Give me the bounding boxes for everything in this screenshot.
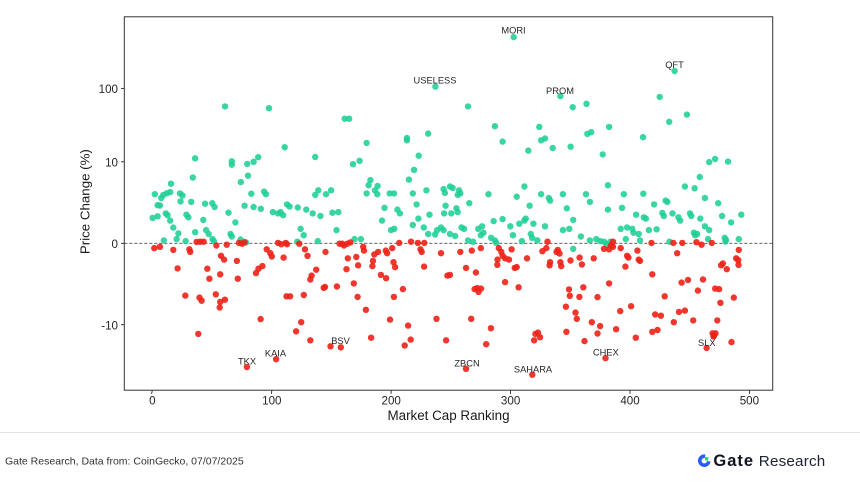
svg-text:Gate Research, Data from: Coin: Gate Research, Data from: CoinGecko, 07/… xyxy=(5,456,244,468)
svg-text:Research: Research xyxy=(759,453,826,470)
svg-text:Gate: Gate xyxy=(713,452,754,470)
svg-text:SLX: SLX xyxy=(698,338,716,348)
svg-text:100: 100 xyxy=(262,395,281,408)
svg-text:KAIA: KAIA xyxy=(265,349,287,359)
svg-text:QFT: QFT xyxy=(665,60,684,70)
svg-text:TKX: TKX xyxy=(238,357,256,367)
svg-text:10: 10 xyxy=(105,156,118,169)
svg-text:MORI: MORI xyxy=(501,26,525,36)
svg-text:Price Change (%): Price Change (%) xyxy=(77,149,92,254)
svg-text:PROM: PROM xyxy=(546,86,574,96)
svg-text:Market Cap Ranking: Market Cap Ranking xyxy=(387,408,509,423)
svg-text:CHEX: CHEX xyxy=(593,347,619,357)
svg-text:USELESS: USELESS xyxy=(414,76,457,86)
svg-text:BSV: BSV xyxy=(331,336,350,346)
svg-text:500: 500 xyxy=(740,395,759,408)
svg-text:400: 400 xyxy=(620,395,639,408)
svg-text:0: 0 xyxy=(112,238,118,251)
svg-text:300: 300 xyxy=(501,395,520,408)
svg-text:0: 0 xyxy=(149,395,155,408)
svg-text:ZBCN: ZBCN xyxy=(454,359,479,369)
svg-text:SAHARA: SAHARA xyxy=(514,365,553,375)
svg-text:200: 200 xyxy=(382,395,401,408)
svg-text:-10: -10 xyxy=(101,319,118,332)
svg-text:100: 100 xyxy=(99,83,118,96)
